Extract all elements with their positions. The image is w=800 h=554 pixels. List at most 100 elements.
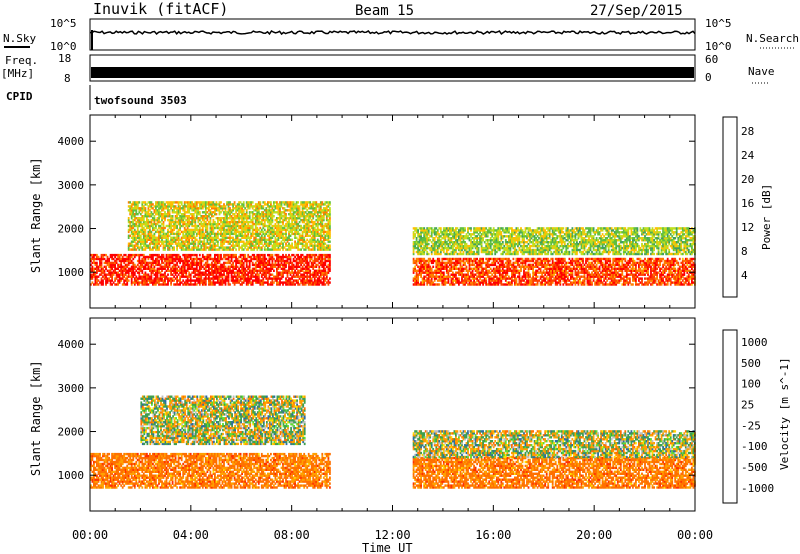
- echo-cell: [470, 267, 472, 270]
- echo-cell: [289, 267, 292, 270]
- echo-cell: [192, 257, 195, 261]
- echo-cell: [167, 279, 169, 282]
- echo-cell: [164, 281, 166, 284]
- echo-cell: [215, 265, 218, 268]
- echo-cell: [120, 263, 123, 267]
- echo-cell: [149, 236, 151, 239]
- echo-cell: [235, 275, 237, 278]
- echo-cell: [177, 279, 180, 282]
- echo-cell: [260, 253, 263, 257]
- echo-cell: [142, 283, 145, 286]
- echo-cell: [280, 273, 283, 276]
- echo-cell: [153, 242, 156, 245]
- echo-cell: [165, 242, 168, 245]
- echo-cell: [174, 257, 177, 261]
- echo-cell: [327, 255, 330, 259]
- echo-cell: [279, 263, 281, 267]
- echo-cell: [183, 242, 186, 245]
- echo-cell: [300, 267, 302, 270]
- echo-cell: [282, 257, 284, 261]
- echo-cell: [286, 271, 289, 274]
- echo-cell: [268, 273, 271, 276]
- echo-cell: [295, 265, 298, 268]
- echo-cell: [217, 230, 219, 234]
- echo-cell: [438, 257, 441, 261]
- echo-cell: [239, 275, 242, 278]
- echo-cell: [224, 255, 227, 259]
- echo-cell: [421, 263, 424, 267]
- echo-cell: [301, 279, 304, 282]
- echo-cell: [220, 271, 222, 274]
- echo-cell: [267, 271, 269, 274]
- echo-cell: [482, 267, 484, 270]
- echo-cell: [144, 203, 147, 206]
- echo-cell: [214, 283, 216, 286]
- echo-cell: [322, 267, 325, 270]
- echo-cell: [170, 226, 172, 230]
- echo-cell: [141, 232, 144, 236]
- echo-cell: [215, 267, 218, 270]
- echo-cell: [168, 269, 171, 272]
- echo-cell: [329, 201, 331, 204]
- echo-cell: [153, 273, 156, 276]
- echo-cell: [211, 267, 213, 270]
- echo-cell: [306, 259, 309, 263]
- echo-cell: [153, 281, 156, 284]
- echo-cell: [212, 273, 215, 276]
- echo-cell: [242, 281, 245, 284]
- echo-cell: [114, 253, 116, 257]
- echo-cell: [297, 271, 299, 274]
- echo-cell: [315, 279, 318, 282]
- echo-cell: [267, 263, 269, 267]
- echo-cell: [174, 217, 177, 220]
- echo-cell: [327, 279, 330, 282]
- echo-cell: [221, 281, 224, 284]
- echo-cell: [321, 269, 324, 272]
- echo-cell: [138, 222, 141, 226]
- echo-cell: [245, 259, 248, 263]
- echo-cell: [194, 269, 197, 272]
- echo-cell: [301, 265, 304, 268]
- echo-cell: [253, 267, 256, 270]
- echo-cell: [298, 283, 301, 286]
- echo-cell: [263, 261, 266, 265]
- echo-cell: [141, 215, 144, 218]
- echo-cell: [220, 275, 222, 278]
- echo-cell: [144, 201, 147, 204]
- echo-cell: [109, 253, 112, 257]
- echo-cell: [288, 257, 290, 261]
- echo-cell: [315, 273, 318, 276]
- echo-cell: [118, 277, 121, 280]
- echo-cell: [279, 271, 281, 274]
- echo-cell: [226, 279, 228, 282]
- echo-cell: [158, 226, 160, 230]
- echo-cell: [111, 279, 113, 282]
- echo-cell: [245, 261, 248, 265]
- echo-cell: [318, 271, 321, 274]
- echo-cell: [136, 234, 139, 237]
- echo-cell: [144, 277, 147, 280]
- echo-cell: [158, 236, 160, 239]
- echo-cell: [445, 275, 448, 278]
- echo-cell: [227, 267, 230, 270]
- echo-cell: [239, 265, 242, 268]
- echo-cell: [232, 253, 234, 257]
- echo-cell: [141, 222, 144, 226]
- echo-cell: [153, 261, 156, 265]
- echo-cell: [159, 273, 162, 276]
- echo-cell: [130, 271, 133, 274]
- echo-cell: [327, 267, 330, 270]
- echo-cell: [108, 269, 110, 272]
- echo-cell: [162, 230, 165, 234]
- echo-cell: [270, 253, 272, 257]
- echo-cell: [106, 261, 109, 265]
- echo-cell: [327, 265, 330, 268]
- echo-cell: [130, 215, 133, 218]
- echo-cell: [295, 253, 298, 257]
- echo-cell: [259, 281, 262, 284]
- echo-cell: [171, 236, 174, 239]
- echo-cell: [212, 259, 215, 263]
- echo-cell: [150, 222, 153, 226]
- echo-cell: [260, 267, 263, 270]
- echo-cell: [158, 234, 160, 237]
